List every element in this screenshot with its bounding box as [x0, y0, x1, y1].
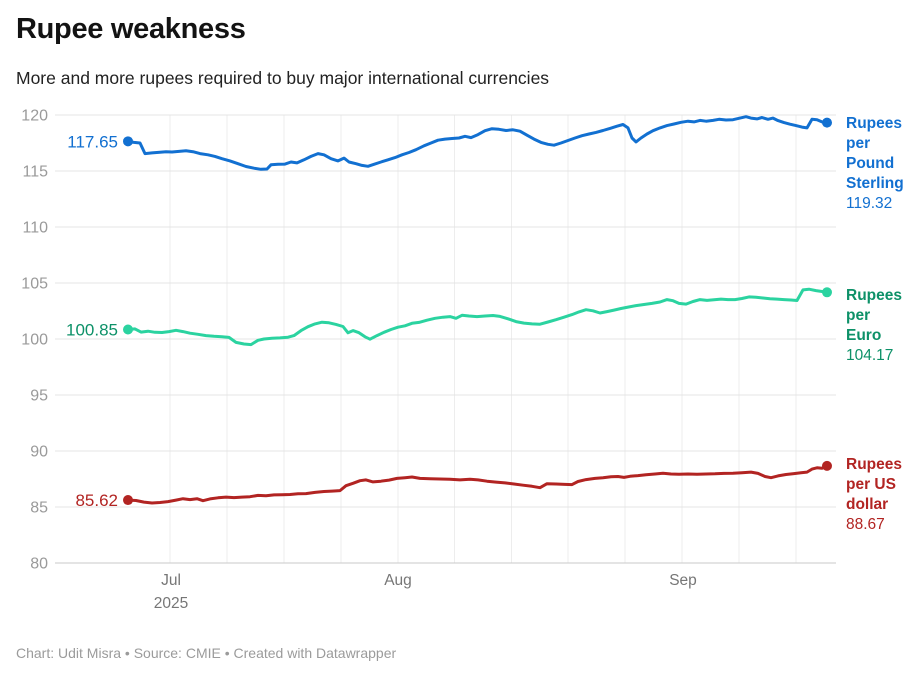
- series-line-pound: [126, 115, 829, 171]
- y-tick-label: 105: [21, 276, 48, 293]
- series-start-value-euro: 100.85: [66, 320, 118, 339]
- series-annotation-usd: Rupees per US dollar 88.67: [846, 456, 902, 533]
- x-tick-label: Aug: [384, 572, 412, 589]
- chart-subtitle: More and more rupees required to buy maj…: [16, 68, 550, 88]
- x-tick-label: Jul: [161, 572, 181, 589]
- series-end-dot-usd: [822, 460, 832, 471]
- series-annotation-euro: Rupees per Euro 104.17: [846, 287, 902, 364]
- y-tick-label: 100: [21, 332, 48, 349]
- y-tick-label: 95: [30, 388, 48, 405]
- series-end-dot-euro: [822, 287, 832, 298]
- y-tick-label: 80: [30, 556, 48, 573]
- chart-credit: Chart: Udit Misra • Source: CMIE • Creat…: [16, 645, 397, 661]
- x-tick-year-label: 2025: [154, 595, 188, 612]
- y-tick-label: 85: [30, 500, 48, 517]
- page-title: Rupee weakness: [16, 13, 246, 45]
- series-line-euro: [126, 287, 829, 347]
- series-line-usd: [126, 464, 829, 505]
- series-start-dot-euro: [123, 324, 133, 335]
- y-tick-label: 110: [22, 220, 48, 237]
- series-start-value-usd: 85.62: [75, 491, 118, 510]
- y-tick-label: 90: [30, 444, 48, 461]
- series-end-dot-pound: [822, 117, 832, 128]
- series-start-value-pound: 117.65: [67, 132, 118, 151]
- y-tick-label: 115: [22, 164, 48, 181]
- series-start-dot-pound: [123, 136, 133, 147]
- y-tick-label: 120: [21, 108, 48, 125]
- series-start-dot-usd: [123, 495, 133, 506]
- x-tick-label: Sep: [669, 572, 697, 589]
- series-annotation-pound: Rupees per Pound Sterling 119.32: [846, 115, 904, 212]
